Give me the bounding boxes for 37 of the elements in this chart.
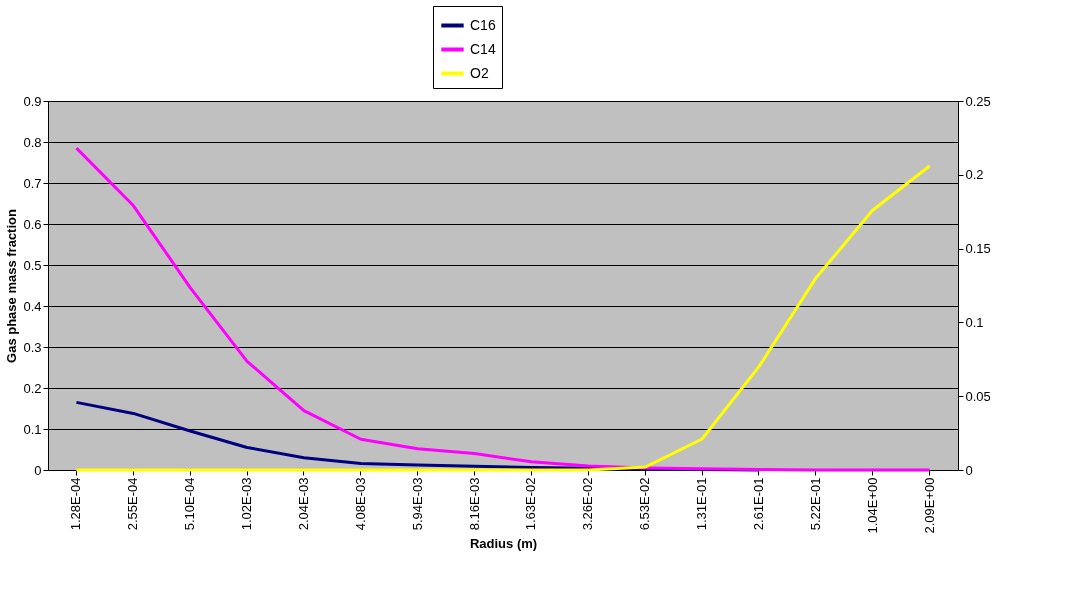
y2-tick-label: 0.1 [965, 314, 984, 330]
y-tick-label: 0.3 [23, 339, 42, 355]
y2-tick-label: 0.15 [965, 241, 991, 257]
x-tick-label: 1.02E-03 [239, 477, 255, 531]
y-tick-label: 0 [34, 462, 42, 478]
x-tick-label: 1.04E+00 [864, 477, 880, 534]
x-tick-label: 5.94E-03 [409, 477, 425, 531]
y-tick-label: 0.5 [23, 257, 42, 273]
y-tick-label: 0.4 [23, 298, 42, 314]
x-tick-label: 6.53E-02 [637, 477, 653, 531]
x-tick-label: 5.10E-04 [182, 477, 198, 531]
y2-tick-label: 0.05 [965, 388, 991, 404]
x-tick-label: 3.26E-02 [580, 477, 596, 531]
x-tick-label: 4.08E-03 [352, 477, 368, 531]
x-tick-label: 2.04E-03 [295, 477, 311, 531]
y-tick-label: 0.6 [23, 216, 42, 232]
y-axis-title: Gas phase mass fraction [4, 209, 20, 363]
y-tick-label: 0.8 [23, 134, 42, 150]
legend-label: O2 [470, 64, 489, 81]
y-tick-label: 0.1 [23, 421, 42, 437]
x-tick-label: 5.22E-01 [807, 477, 823, 531]
y2-tick-label: 0.2 [965, 167, 984, 183]
x-tick-label: 1.28E-04 [68, 477, 84, 531]
y-tick-label: 0.7 [23, 175, 42, 191]
x-tick-label: 2.61E-01 [750, 477, 766, 531]
x-tick-label: 1.63E-02 [523, 477, 539, 531]
x-tick-label: 1.31E-01 [694, 477, 710, 531]
y2-tick-label: 0.25 [965, 93, 991, 109]
y-tick-label: 0.2 [23, 380, 42, 396]
legend-label: C16 [470, 16, 496, 33]
x-tick-label: 8.16E-03 [466, 477, 482, 531]
y2-tick-label: 0 [965, 462, 973, 478]
legend-label: C14 [470, 40, 496, 57]
x-tick-label: 2.55E-04 [125, 477, 141, 531]
x-axis-title: Radius (m) [469, 535, 538, 551]
x-tick-label: 2.09E+00 [921, 477, 937, 534]
y-tick-label: 0.9 [23, 93, 42, 109]
